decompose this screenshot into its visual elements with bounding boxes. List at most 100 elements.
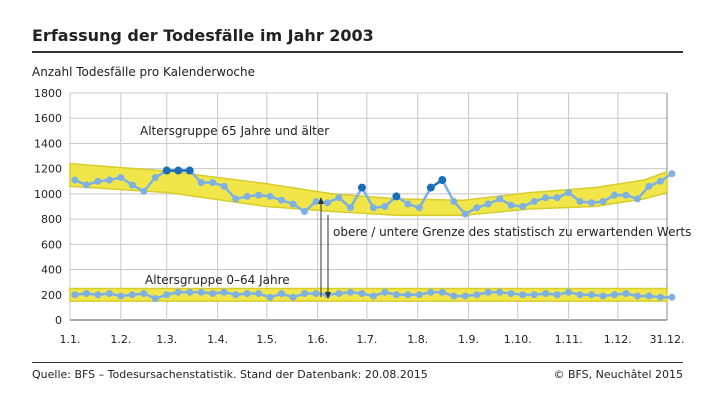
x-tick-label: 1.8. <box>407 333 428 346</box>
y-tick-label: 0 <box>55 314 62 327</box>
series-0-point <box>542 194 550 202</box>
series-0-point <box>220 182 228 190</box>
series-1-point <box>197 288 205 296</box>
series-0-point <box>255 191 263 199</box>
series-1-point <box>232 291 240 299</box>
series-1-point <box>622 290 630 298</box>
series-0-point <box>461 210 469 218</box>
series-1-point <box>668 293 676 301</box>
series-1-point <box>289 293 297 301</box>
x-tick-label: 1.5. <box>256 333 277 346</box>
y-axis-label: Anzahl Todesfälle pro Kalenderwoche <box>32 65 256 79</box>
series-0-point <box>473 204 481 212</box>
series-1-point <box>496 288 504 296</box>
series-1-point <box>163 291 171 299</box>
series-0-point <box>392 192 401 201</box>
series-1-point <box>645 292 653 300</box>
series-0-point <box>588 199 596 207</box>
series-1-point <box>174 288 182 296</box>
series-0-point <box>668 170 676 178</box>
series-1-point <box>278 290 286 298</box>
x-tick-label: 1.11. <box>555 333 583 346</box>
annotation-band: obere / untere Grenze des statistisch zu… <box>333 225 691 239</box>
series-0-point <box>553 194 561 202</box>
series-0-point <box>323 199 331 207</box>
series-1-point <box>255 290 263 298</box>
x-tick-label: 1.2. <box>110 333 131 346</box>
series-1-point <box>301 290 309 298</box>
series-1-point <box>656 293 664 301</box>
series-1-point <box>438 288 446 296</box>
title-rule <box>32 51 683 53</box>
series-1-point <box>151 295 159 303</box>
series-0-point <box>174 166 183 175</box>
series-0-point <box>599 197 607 205</box>
series-1-point <box>94 291 102 299</box>
series-0-point <box>94 177 102 185</box>
series-1-point <box>381 288 389 296</box>
arrow-upper-head <box>318 197 324 204</box>
series-1-point <box>450 292 458 300</box>
series-1-point <box>588 291 596 299</box>
series-1-point <box>576 291 584 299</box>
series-1-point <box>186 288 194 296</box>
series-1-point <box>404 291 412 299</box>
annotation-old-age: Altersgruppe 65 Jahre und älter <box>140 124 329 138</box>
series-0-point <box>117 173 125 181</box>
series-0-point <box>576 197 584 205</box>
chart-title: Erfassung der Todesfälle im Jahr 2003 <box>32 26 374 45</box>
series-1-point <box>220 288 228 296</box>
series-1-point <box>519 291 527 299</box>
series-1-point <box>530 291 538 299</box>
series-1-point <box>611 291 619 299</box>
series-0-point <box>140 187 148 195</box>
series-1-point <box>415 291 423 299</box>
series-1-point <box>209 290 217 298</box>
series-0-point <box>105 176 113 184</box>
series-1-point <box>128 291 136 299</box>
series-1-point <box>369 292 377 300</box>
series-1-point <box>507 290 515 298</box>
series-1-point <box>565 288 573 296</box>
series-1-point <box>82 290 90 298</box>
series-0-point <box>346 204 354 212</box>
series-0-point <box>369 204 377 212</box>
series-1-point <box>473 291 481 299</box>
series-0-point <box>496 195 504 203</box>
series-0-point <box>151 173 159 181</box>
series-0-point <box>484 200 492 208</box>
y-tick-label: 1200 <box>34 163 62 176</box>
series-0-point <box>185 166 194 175</box>
series-0-point <box>128 181 136 189</box>
series-0-point <box>645 182 653 190</box>
series-0-point <box>162 166 171 175</box>
series-0-point <box>301 208 309 216</box>
arrow-lower-head <box>325 292 331 299</box>
series-1-point <box>542 290 550 298</box>
series-1-point <box>392 291 400 299</box>
series-0-point <box>611 191 619 199</box>
series-1-point <box>140 290 148 298</box>
series-1-point <box>105 290 113 298</box>
series-1-point <box>461 292 469 300</box>
y-tick-label: 1400 <box>34 137 62 150</box>
x-tick-label: 1.12. <box>604 333 632 346</box>
series-0-point <box>357 183 366 192</box>
x-tick-label: 1.1. <box>60 333 81 346</box>
series-1-point <box>633 292 641 300</box>
series-0-point <box>438 176 447 185</box>
x-tick-label: 1.6. <box>307 333 328 346</box>
series-0-point <box>656 177 664 185</box>
annotation-young-age: Altersgruppe 0–64 Jahre <box>145 273 290 287</box>
series-0-point <box>209 179 217 187</box>
series-1-point <box>266 293 274 301</box>
series-0-point <box>519 203 527 210</box>
series-0-point <box>312 197 320 205</box>
footer-rule <box>32 362 683 363</box>
series-0-point <box>278 196 286 204</box>
series-0-point <box>633 195 641 203</box>
series-1-point <box>553 291 561 299</box>
y-tick-label: 1800 <box>34 87 62 100</box>
y-tick-label: 1000 <box>34 188 62 201</box>
expected-band-0 <box>69 162 668 217</box>
